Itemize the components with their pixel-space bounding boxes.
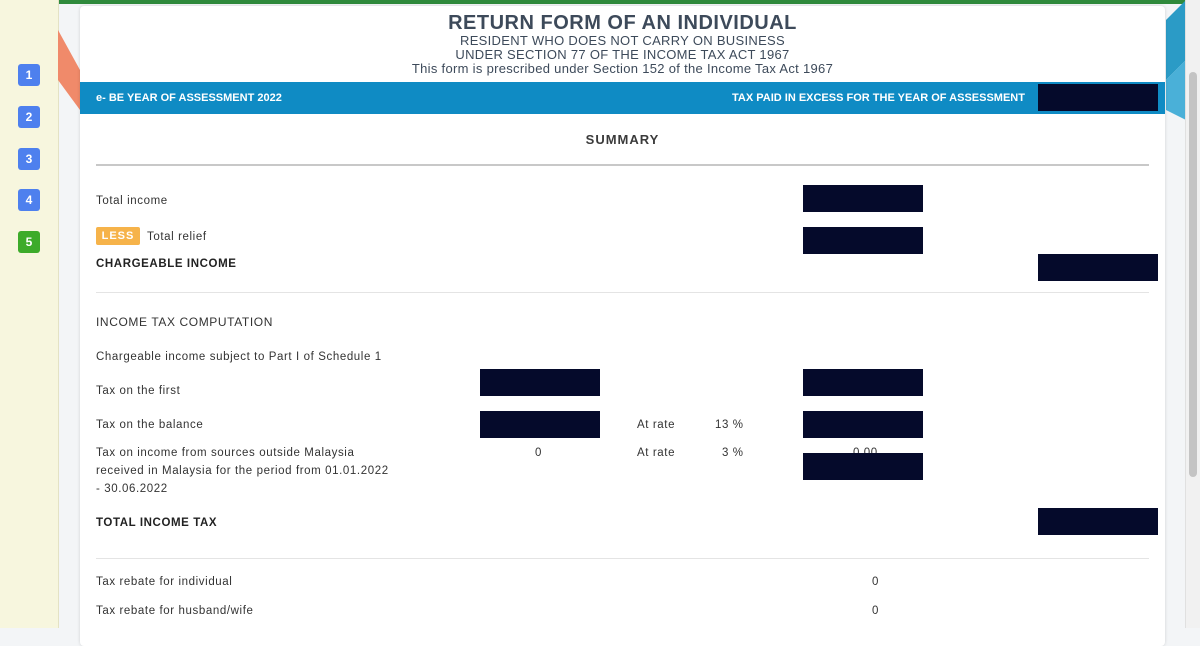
total-relief-label: Total relief (147, 231, 207, 243)
step-2-button[interactable]: 2 (18, 106, 40, 128)
foreign-income-label-line2: received in Malaysia for the period from… (96, 465, 389, 477)
scrollbar-thumb[interactable] (1189, 72, 1197, 477)
decorative-shape-left (58, 30, 80, 110)
foreign-income-amount: 0 (535, 447, 542, 459)
divider (96, 558, 1149, 559)
tax-first-amount-redacted (480, 369, 600, 396)
step-5-button-active[interactable]: 5 (18, 231, 40, 253)
rebate-individual-label: Tax rebate for individual (96, 576, 233, 588)
foreign-income-label-line1: Tax on income from sources outside Malay… (96, 447, 355, 459)
tax-on-first-label: Tax on the first (96, 385, 181, 397)
step-3-button[interactable]: 3 (18, 148, 40, 170)
divider (96, 164, 1149, 166)
assessment-band: e- BE YEAR OF ASSESSMENT 2022 TAX PAID I… (80, 82, 1165, 114)
foreign-rate-value: 3 % (722, 447, 744, 459)
rebate-individual-value: 0 (872, 576, 879, 588)
total-income-tax-label: TOTAL INCOME TAX (96, 517, 218, 529)
step-1-button[interactable]: 1 (18, 64, 40, 86)
tax-first-value-redacted (803, 369, 923, 396)
form-subtitle-3: This form is prescribed under Section 15… (411, 61, 834, 76)
form-subtitle-1: RESIDENT WHO DOES NOT CARRY ON BUSINESS (460, 33, 785, 48)
total-income-tax-redacted (1038, 508, 1158, 535)
tax-paid-excess-label: TAX PAID IN EXCESS FOR THE YEAR OF ASSES… (732, 92, 1025, 104)
tax-balance-amount-redacted (480, 411, 600, 438)
step-4-button[interactable]: 4 (18, 189, 40, 211)
total-relief-redacted (803, 227, 923, 254)
at-rate-label: At rate (637, 419, 676, 431)
balance-rate-value: 13 % (715, 419, 744, 431)
less-badge: LESS (96, 227, 140, 245)
form-title: RETURN FORM OF AN INDIVIDUAL (448, 12, 797, 34)
total-income-redacted (803, 185, 923, 212)
summary-heading: SUMMARY (585, 132, 660, 147)
tax-on-balance-label: Tax on the balance (96, 419, 204, 431)
schedule-subject-label: Chargeable income subject to Part I of S… (96, 351, 382, 363)
form-subtitle-2: UNDER SECTION 77 OF THE INCOME TAX ACT 1… (455, 47, 790, 62)
total-income-label: Total income (96, 195, 168, 207)
foreign-tax-redacted (803, 453, 923, 480)
chargeable-income-label: CHARGEABLE INCOME (96, 258, 237, 270)
income-tax-computation-heading: INCOME TAX COMPUTATION (96, 315, 273, 329)
at-rate-label: At rate (637, 447, 676, 459)
top-accent-bar (0, 0, 1200, 4)
tax-form-card: RETURN FORM OF AN INDIVIDUAL RESIDENT WH… (80, 6, 1165, 646)
rebate-spouse-label: Tax rebate for husband/wife (96, 605, 254, 617)
divider (96, 292, 1149, 293)
decorative-shape-right (1166, 0, 1186, 120)
foreign-income-label-line3: - 30.06.2022 (96, 483, 168, 495)
redacted-value (1038, 84, 1158, 111)
assessment-year-label: e- BE YEAR OF ASSESSMENT 2022 (96, 92, 282, 104)
rebate-spouse-value: 0 (872, 605, 879, 617)
step-sidebar: 1 2 3 4 5 (0, 0, 59, 628)
chargeable-income-redacted (1038, 254, 1158, 281)
page-scrollbar[interactable] (1185, 0, 1200, 628)
tax-balance-value-redacted (803, 411, 923, 438)
